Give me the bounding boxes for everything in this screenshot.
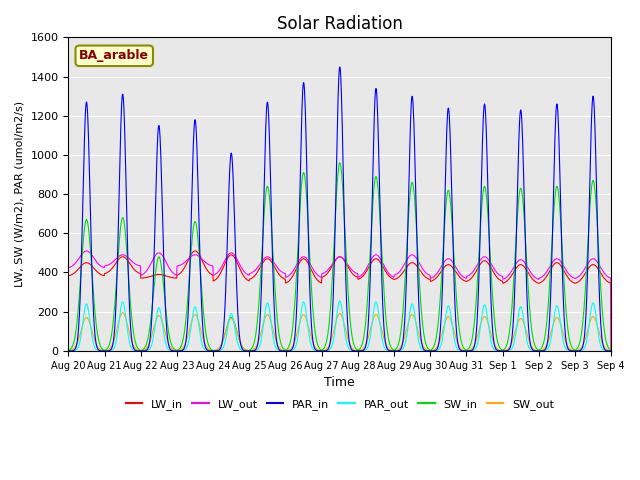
LW_out <box>172 272 180 278</box>
LW_in <box>65 273 72 279</box>
LW_in <box>191 248 199 254</box>
PAR_in <box>543 342 551 348</box>
Legend: LW_in, LW_out, PAR_in, PAR_out, SW_in, SW_out: LW_in, LW_out, PAR_in, PAR_out, SW_in, S… <box>121 395 559 414</box>
Line: LW_out: LW_out <box>68 251 611 351</box>
SW_out <box>495 347 503 353</box>
SW_out <box>172 348 180 353</box>
SW_in <box>607 348 615 354</box>
LW_out <box>186 255 193 261</box>
SW_in <box>543 316 551 322</box>
SW_in <box>495 344 503 349</box>
PAR_in <box>65 348 72 354</box>
SW_out <box>119 310 127 315</box>
LW_out <box>246 271 254 276</box>
SW_out <box>246 348 254 353</box>
Text: BA_arable: BA_arable <box>79 49 149 62</box>
PAR_out <box>424 348 432 354</box>
SW_out <box>607 348 615 354</box>
Line: SW_out: SW_out <box>68 312 611 351</box>
PAR_in <box>336 64 344 70</box>
LW_in <box>424 276 432 282</box>
PAR_out <box>495 348 503 354</box>
PAR_in <box>185 288 193 294</box>
LW_in <box>185 255 193 261</box>
SW_in <box>65 348 72 353</box>
LW_in <box>246 276 254 282</box>
PAR_out <box>172 348 180 354</box>
SW_in <box>424 346 432 352</box>
LW_in <box>543 273 551 278</box>
PAR_out <box>336 298 344 304</box>
PAR_in <box>607 348 615 354</box>
SW_out <box>543 342 551 348</box>
SW_in <box>336 160 344 166</box>
LW_in <box>607 348 615 354</box>
LW_in <box>495 276 503 282</box>
Y-axis label: LW, SW (W/m2), PAR (umol/m2/s): LW, SW (W/m2), PAR (umol/m2/s) <box>15 101 25 287</box>
PAR_out <box>607 348 615 354</box>
PAR_out <box>246 348 253 354</box>
LW_out <box>424 272 432 277</box>
PAR_in <box>424 348 432 354</box>
PAR_in <box>172 348 180 354</box>
LW_in <box>172 275 180 281</box>
Line: PAR_in: PAR_in <box>68 67 611 351</box>
PAR_out <box>185 336 193 342</box>
SW_out <box>186 326 193 332</box>
SW_out <box>424 348 432 353</box>
Title: Solar Radiation: Solar Radiation <box>277 15 403 33</box>
PAR_out <box>65 348 72 354</box>
Line: PAR_out: PAR_out <box>68 301 611 351</box>
Line: SW_in: SW_in <box>68 163 611 351</box>
LW_out <box>607 348 615 354</box>
Line: LW_in: LW_in <box>68 251 611 351</box>
LW_out <box>83 248 90 254</box>
SW_in <box>246 347 253 353</box>
PAR_in <box>495 348 503 354</box>
LW_out <box>65 265 72 271</box>
PAR_in <box>246 348 253 354</box>
SW_in <box>185 277 193 283</box>
SW_out <box>65 348 72 354</box>
LW_out <box>495 272 503 277</box>
X-axis label: Time: Time <box>324 376 355 389</box>
LW_out <box>543 268 551 274</box>
PAR_out <box>543 347 551 353</box>
SW_in <box>172 348 180 353</box>
